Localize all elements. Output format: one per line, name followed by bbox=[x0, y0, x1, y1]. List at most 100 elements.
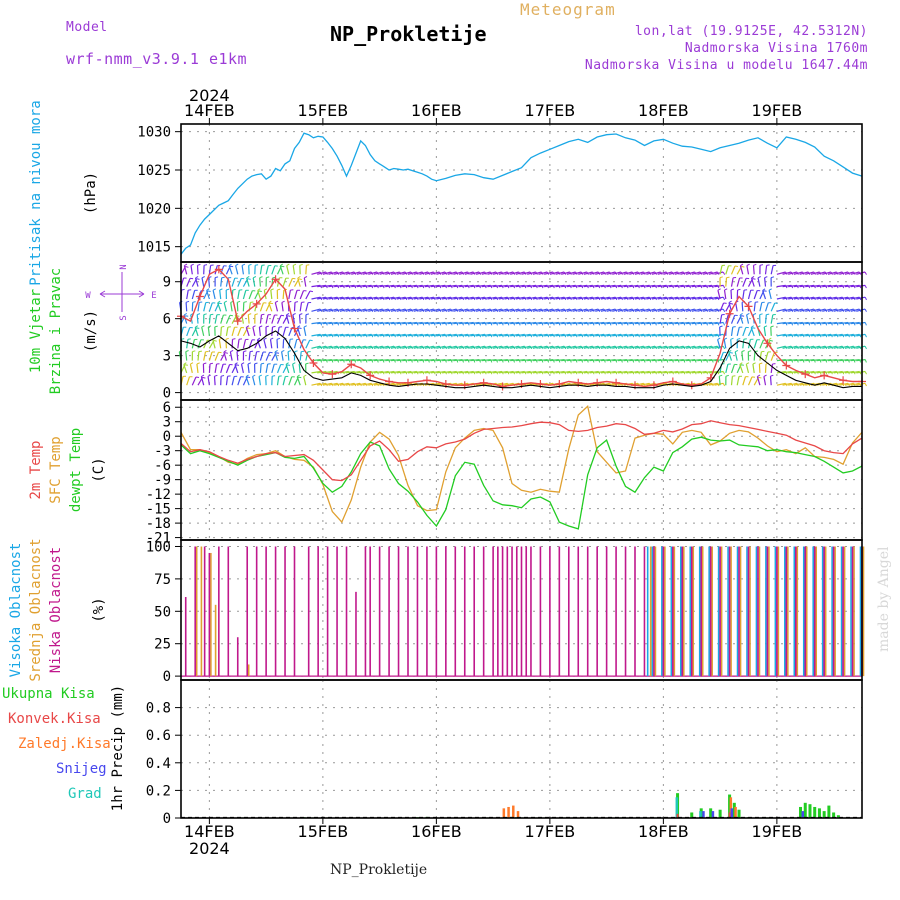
wind-barb bbox=[356, 333, 366, 337]
wind-barb bbox=[770, 302, 776, 312]
wind-barb bbox=[555, 359, 565, 362]
wind-barb bbox=[282, 289, 285, 300]
wind-barb bbox=[532, 308, 542, 312]
wind-barb bbox=[844, 296, 854, 300]
wind-barb bbox=[459, 321, 469, 325]
total-precip-bar bbox=[808, 804, 812, 818]
wind-barb bbox=[578, 345, 588, 349]
wind-barb bbox=[697, 359, 707, 362]
wind-barb bbox=[663, 308, 673, 312]
wind-barb bbox=[816, 333, 826, 337]
wind-barb bbox=[788, 382, 798, 386]
wind-barb bbox=[470, 370, 480, 374]
wind-barb bbox=[256, 339, 261, 349]
wind-barb bbox=[708, 382, 718, 386]
wind-barb bbox=[827, 271, 837, 275]
frozen-precip-bar bbox=[502, 808, 506, 818]
wind-barb-flag bbox=[190, 362, 194, 365]
wind-barb bbox=[753, 339, 758, 349]
wind-barb bbox=[833, 296, 843, 300]
wind-barb bbox=[572, 296, 582, 300]
wind-barb bbox=[458, 271, 468, 275]
wind-barb-flag bbox=[223, 349, 227, 353]
wind-barb bbox=[339, 271, 349, 275]
wind-barb bbox=[481, 296, 491, 300]
wind-barb bbox=[263, 339, 267, 349]
wind-barb bbox=[228, 265, 233, 275]
wind-barb bbox=[578, 284, 588, 288]
wind-barb bbox=[827, 370, 837, 374]
wind-barb-flag bbox=[864, 334, 867, 338]
wind-barb bbox=[475, 271, 485, 275]
frozen-precip-bar bbox=[507, 806, 510, 818]
wind-barb bbox=[623, 333, 633, 337]
wind-barb bbox=[208, 277, 210, 287]
wind-barb bbox=[714, 308, 724, 312]
wind-title-2: Brzina i Pravac bbox=[48, 268, 64, 394]
wind-barb bbox=[725, 265, 730, 275]
wind-barb bbox=[583, 271, 593, 275]
wind-barb bbox=[827, 382, 837, 386]
wind-barb bbox=[481, 284, 491, 288]
wind-barb bbox=[236, 302, 239, 312]
wind-barb bbox=[373, 284, 383, 288]
wind-barb bbox=[245, 327, 250, 337]
wind-barb bbox=[231, 327, 236, 337]
wind-barb-flag bbox=[258, 290, 262, 292]
wind-barb bbox=[856, 359, 866, 362]
y-tick-label: 0.6 bbox=[146, 728, 171, 744]
wind-barb bbox=[697, 271, 707, 275]
wind-barb bbox=[730, 277, 734, 287]
wind-barb-flag bbox=[261, 313, 265, 316]
wind-barb bbox=[856, 333, 866, 337]
wind-barb bbox=[287, 351, 290, 361]
wind-barb bbox=[510, 284, 520, 288]
wind-barb bbox=[351, 308, 361, 312]
wind-barb-flag bbox=[768, 337, 772, 341]
total-precip-bar bbox=[803, 802, 807, 818]
wind-barb bbox=[419, 321, 429, 325]
wind-barb bbox=[544, 359, 554, 362]
wind-speed-mark bbox=[271, 275, 280, 284]
wind-barb bbox=[532, 345, 542, 349]
wind-barb bbox=[345, 359, 355, 362]
top-year: 2024 bbox=[189, 86, 230, 105]
wind-barb-flag bbox=[196, 362, 200, 365]
wind-barb bbox=[839, 296, 849, 300]
wind-barb bbox=[776, 284, 786, 288]
wind-barb bbox=[776, 333, 786, 337]
high-cloud-title: Visoka Oblacnost bbox=[8, 543, 24, 678]
wind-barb bbox=[793, 321, 803, 325]
y-tick-label: 1030 bbox=[137, 125, 171, 141]
wind-barb-flag bbox=[305, 313, 310, 316]
snow-precip-bar bbox=[702, 811, 705, 818]
wind-barb bbox=[237, 376, 242, 386]
wind-barb bbox=[788, 284, 798, 288]
wind-barb bbox=[379, 296, 389, 300]
wind-barb bbox=[217, 302, 222, 312]
wind-barb-flag bbox=[208, 325, 212, 328]
wind-barb bbox=[498, 345, 508, 349]
wind-barb bbox=[441, 333, 452, 337]
wind-barb bbox=[390, 271, 400, 275]
wind-barb bbox=[532, 284, 542, 288]
wind-barb bbox=[470, 345, 480, 349]
wind-barb bbox=[390, 333, 400, 337]
wind-barb bbox=[634, 321, 644, 325]
wind-barb bbox=[487, 308, 497, 312]
wind-barb bbox=[600, 284, 610, 288]
wind-barb bbox=[788, 321, 798, 325]
wind-barb bbox=[595, 308, 605, 312]
wind-barb bbox=[629, 296, 639, 300]
wind-barb bbox=[298, 314, 301, 324]
mid-cloud-title: Srednja Oblacnost bbox=[28, 538, 44, 681]
wind-barb bbox=[555, 284, 565, 288]
model-label: Model bbox=[66, 20, 108, 35]
wind-barb bbox=[544, 321, 554, 325]
wind-barb bbox=[288, 339, 291, 349]
wind-barb-flag bbox=[219, 288, 223, 291]
wind-barb bbox=[521, 345, 531, 349]
wind-barb bbox=[708, 284, 718, 288]
wind-barb-flag bbox=[243, 301, 247, 303]
pressure-unit: (hPa) bbox=[83, 172, 99, 214]
